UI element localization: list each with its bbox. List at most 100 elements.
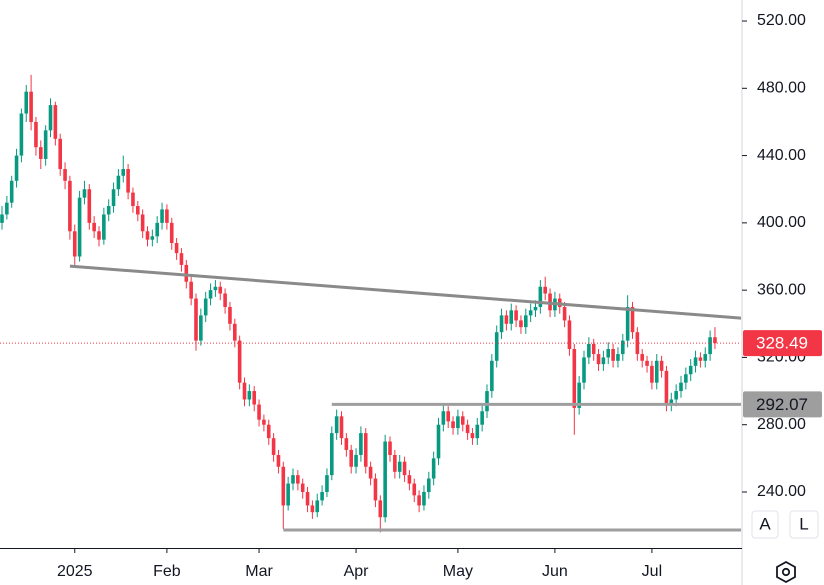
candle-body	[203, 298, 208, 316]
candle-body	[320, 491, 324, 501]
candle-body	[228, 306, 232, 324]
candle-body	[587, 343, 591, 358]
axes: 240.00280.00320.00360.00400.00440.00480.…	[57, 12, 822, 580]
candle-body	[29, 91, 33, 122]
candle-body	[334, 416, 339, 434]
candle-body	[679, 382, 683, 392]
candle-body	[82, 189, 87, 198]
candle-body	[451, 421, 455, 429]
candle-body	[494, 332, 499, 361]
x-tick-label: Feb	[153, 563, 181, 580]
candle-body	[286, 483, 290, 506]
candle-body	[504, 315, 509, 324]
x-tick-label: 2025	[57, 563, 93, 580]
line-price-box	[743, 391, 822, 418]
candle-body	[242, 382, 247, 400]
candle-body	[116, 175, 121, 190]
candle-body	[48, 105, 53, 131]
candle-body	[363, 433, 368, 467]
candle-body	[572, 349, 577, 408]
candle-body	[165, 209, 169, 223]
candle-body	[310, 505, 315, 513]
candle-body	[39, 147, 43, 159]
last-price-label: 328.49	[756, 334, 808, 353]
candle-body	[596, 354, 601, 365]
candle-body	[121, 169, 126, 176]
candle-body	[0, 214, 4, 223]
candle-body	[378, 500, 383, 518]
candle-body	[514, 310, 518, 321]
x-tick-label: Jul	[642, 563, 662, 580]
candle-body	[669, 399, 674, 405]
candle-body	[111, 189, 116, 207]
candle-body	[465, 424, 470, 434]
candle-body	[528, 310, 533, 316]
candle-body	[490, 360, 494, 392]
candle-body	[359, 433, 363, 455]
candle-body	[354, 454, 358, 467]
y-tick-label: 480.00	[757, 80, 806, 97]
candle-body	[24, 91, 29, 114]
candle-body	[63, 169, 67, 181]
candle-body	[698, 357, 703, 361]
candle-body	[72, 231, 77, 257]
auto-button[interactable]	[751, 510, 779, 539]
candle-body	[582, 357, 586, 383]
y-tick-label: 360.00	[757, 281, 806, 298]
log-button[interactable]	[789, 510, 819, 539]
candle-body	[436, 424, 441, 459]
candle-body	[373, 478, 378, 501]
candle-body	[650, 365, 654, 383]
candle-body	[174, 243, 179, 254]
candle-body	[34, 121, 38, 148]
candle-body	[136, 206, 140, 215]
candle-body	[189, 281, 193, 299]
candle-body	[611, 349, 615, 361]
candle-body	[179, 253, 184, 265]
y-tick-label: 400.00	[757, 214, 806, 231]
candle-body	[630, 306, 635, 333]
candle-body	[257, 404, 261, 420]
candle-body	[97, 231, 101, 240]
candle-body	[218, 286, 223, 294]
candle-body	[538, 286, 543, 307]
candle-body	[567, 320, 572, 350]
candle-body	[155, 222, 159, 237]
candle-body	[427, 478, 431, 492]
candle-body	[160, 209, 164, 223]
auto-button-label[interactable]: A	[759, 514, 771, 533]
candle-body	[616, 354, 620, 361]
candle-body	[223, 293, 227, 307]
candle-body	[383, 441, 387, 518]
candle-body	[368, 466, 373, 479]
candle-body	[713, 337, 717, 344]
candle-body	[446, 411, 450, 422]
candle-body	[276, 454, 281, 467]
candle-body	[106, 206, 111, 215]
candle-body	[693, 357, 698, 366]
candle-body	[591, 343, 596, 355]
candle-body	[266, 424, 271, 439]
candle-body	[645, 360, 649, 366]
candle-body	[184, 264, 189, 282]
candle-body	[237, 340, 242, 383]
candle-body	[577, 382, 581, 408]
candle-body	[145, 231, 150, 240]
candle-body	[296, 475, 300, 484]
candle-body	[233, 323, 237, 341]
candle-body	[247, 391, 252, 400]
plot-area	[0, 74, 741, 533]
candle-body	[9, 180, 14, 203]
candle-body	[194, 298, 198, 341]
candle-body	[87, 189, 92, 223]
drawn-line	[69, 264, 741, 320]
candle-body	[252, 391, 256, 405]
candle-body	[606, 349, 611, 358]
x-tick-label: Apr	[344, 563, 370, 580]
candle-body	[126, 169, 130, 193]
log-button-label[interactable]: L	[799, 514, 808, 533]
settings-icon[interactable]	[776, 560, 796, 584]
candle-body	[58, 138, 62, 170]
candle-body	[640, 354, 644, 361]
candle-body	[300, 483, 305, 492]
